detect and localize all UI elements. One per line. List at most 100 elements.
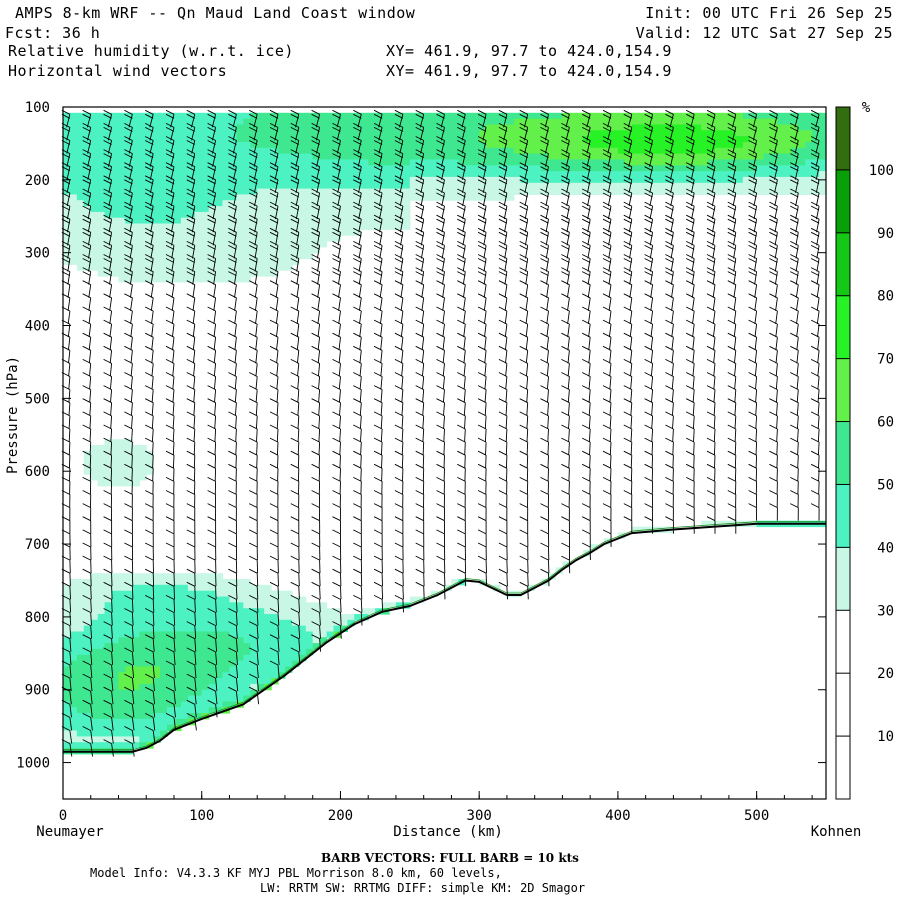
wind-barb-shaft [359,337,362,351]
wind-barb-shaft [235,678,239,692]
rh-cell [153,701,161,708]
rh-cell [63,648,71,656]
rh-cell [770,182,778,190]
rh-cell [708,176,716,184]
rh-cell [83,631,92,638]
wind-barb-flag [290,136,300,141]
wind-barb-shaft [130,402,133,416]
wind-barb-flag [228,529,237,535]
wind-barb-shaft [170,192,175,207]
rh-cell [513,124,522,131]
rh-cell [604,182,612,190]
wind-barb-flag [228,450,237,456]
rh-cell [132,445,140,452]
wind-barb-shaft [88,324,92,338]
rh-cell [250,602,258,609]
rh-cell [409,165,418,172]
rh-cell [222,264,230,271]
rh-cell [132,474,140,481]
rh-cell [243,637,251,644]
wind-barb-flag [332,122,341,128]
rh-cell [132,678,140,685]
wind-barb-shaft [152,638,155,652]
rh-cell [104,707,113,714]
rh-cell [118,182,126,190]
rh-cell [90,223,99,230]
rh-cell [90,683,99,691]
wind-barb-shaft [151,428,154,443]
rh-cell [208,683,217,691]
wind-barb-column [394,109,404,613]
rh-cell [201,147,210,155]
rh-cell [472,136,480,143]
wind-barb-flag [103,140,112,145]
rh-cell [583,165,591,172]
rh-cell [139,264,147,271]
wind-barb-flag [353,136,362,141]
rh-cell [69,608,78,615]
rh-cell [167,153,175,160]
wind-barb-shaft [381,599,384,613]
rh-cell [402,112,411,120]
rh-cell [437,112,446,120]
rh-cell [735,124,744,131]
rh-cell [139,579,147,586]
rh-cell [125,276,133,283]
wind-barb-shaft [296,271,300,285]
rh-cell [146,648,154,656]
rh-cell [97,165,106,172]
rh-cell [312,235,321,242]
wind-barb-shaft [255,337,258,351]
rh-cell [409,194,418,201]
rh-cell [201,666,210,673]
rh-cell [673,136,681,143]
rh-cell [139,573,147,580]
rh-cell [139,707,147,714]
wind-barb-shaft [152,455,154,469]
rh-cell [83,625,92,632]
rh-cell [194,579,203,586]
rh-cell [160,678,168,685]
rh-cell [201,713,210,720]
rh-cell [257,124,265,131]
rh-cell [167,223,175,230]
rh-cell [250,584,258,592]
wind-barb-flag [269,647,279,653]
wind-barb-shaft [275,297,279,311]
rh-cell [146,718,154,726]
wind-barb-flag [103,450,112,456]
rh-cell [167,718,175,726]
wind-barb-flag [165,306,175,312]
rh-cell [319,625,328,632]
wind-barb-shaft [151,337,154,351]
rh-cell [763,130,772,137]
rh-cell [715,153,723,160]
wind-barb-flag [186,113,196,119]
rh-cell [395,200,404,207]
wind-barb-flag [124,109,133,115]
wind-barb-shaft [193,442,196,456]
rh-cell [264,176,272,184]
wind-barb-flag [165,149,175,155]
rh-cell [382,171,390,178]
rh-cell [264,590,272,598]
wind-barb-flag [144,166,154,172]
rh-cell [493,176,501,184]
rh-cell [687,171,695,178]
wind-barb-flag [144,162,154,168]
rh-cell [125,648,133,656]
rh-cell [118,194,126,201]
rh-cell [132,153,140,160]
rh-cell [271,182,279,190]
rh-cell [527,584,536,592]
rh-cell [118,643,126,650]
rh-cell [104,573,113,580]
wind-barb-shaft [400,258,404,272]
section-endpoints-2: XY= 461.9, 97.7 to 424.0,154.9 [386,62,672,80]
wind-barb-flag [394,372,404,377]
rh-cell [83,159,92,166]
rh-cell [368,124,376,131]
rh-cell [735,188,744,195]
rh-cell [271,619,279,627]
wind-barb-flag [228,476,237,482]
